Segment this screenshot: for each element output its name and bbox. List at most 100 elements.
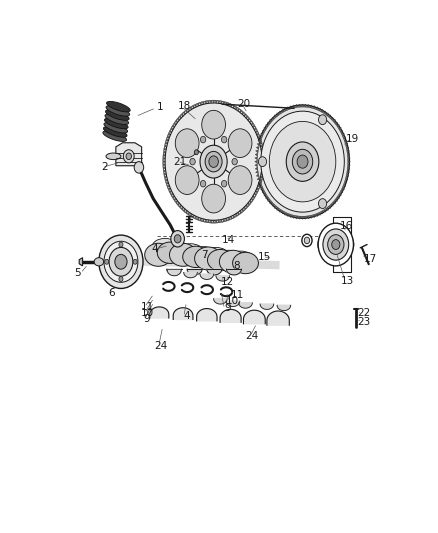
Text: 10: 10 xyxy=(226,296,239,306)
Polygon shape xyxy=(262,160,265,163)
Polygon shape xyxy=(173,308,193,319)
Circle shape xyxy=(202,184,226,213)
Polygon shape xyxy=(304,216,307,220)
Polygon shape xyxy=(169,191,172,194)
Polygon shape xyxy=(262,131,265,134)
Polygon shape xyxy=(253,124,256,127)
Polygon shape xyxy=(164,176,167,179)
Polygon shape xyxy=(255,150,258,153)
Polygon shape xyxy=(312,214,315,217)
Ellipse shape xyxy=(183,246,208,268)
Text: 9: 9 xyxy=(144,314,150,324)
Polygon shape xyxy=(336,125,339,128)
Polygon shape xyxy=(218,220,220,223)
Polygon shape xyxy=(344,140,347,143)
Ellipse shape xyxy=(203,247,229,264)
Polygon shape xyxy=(249,119,252,123)
Polygon shape xyxy=(335,198,337,201)
Circle shape xyxy=(318,223,353,266)
Polygon shape xyxy=(346,170,350,174)
Circle shape xyxy=(134,161,144,173)
Text: 15: 15 xyxy=(258,252,271,262)
Text: 21: 21 xyxy=(173,157,186,167)
Polygon shape xyxy=(264,127,267,131)
Polygon shape xyxy=(226,269,241,275)
Polygon shape xyxy=(189,214,192,217)
Ellipse shape xyxy=(106,110,129,120)
Polygon shape xyxy=(179,115,181,118)
Polygon shape xyxy=(323,111,325,115)
Circle shape xyxy=(232,158,237,165)
Polygon shape xyxy=(325,207,328,211)
Polygon shape xyxy=(187,212,190,216)
Polygon shape xyxy=(248,203,251,206)
Polygon shape xyxy=(244,113,247,116)
Polygon shape xyxy=(261,173,264,176)
Circle shape xyxy=(126,153,131,159)
Polygon shape xyxy=(199,102,202,106)
Circle shape xyxy=(202,110,226,139)
Polygon shape xyxy=(338,127,341,131)
Circle shape xyxy=(222,136,227,143)
Polygon shape xyxy=(272,203,275,206)
Polygon shape xyxy=(330,117,333,120)
Ellipse shape xyxy=(106,106,130,116)
Polygon shape xyxy=(346,147,349,150)
Polygon shape xyxy=(290,214,293,217)
Polygon shape xyxy=(116,143,141,166)
Polygon shape xyxy=(258,180,261,183)
Polygon shape xyxy=(207,269,222,275)
Text: 9: 9 xyxy=(224,303,230,313)
Polygon shape xyxy=(183,209,185,212)
Polygon shape xyxy=(238,212,240,216)
Polygon shape xyxy=(296,215,298,219)
Polygon shape xyxy=(194,103,197,107)
Polygon shape xyxy=(215,220,218,223)
Circle shape xyxy=(175,166,199,195)
Ellipse shape xyxy=(106,101,130,112)
Ellipse shape xyxy=(157,242,183,263)
Polygon shape xyxy=(341,134,345,137)
Polygon shape xyxy=(163,169,166,173)
Polygon shape xyxy=(254,127,257,130)
Polygon shape xyxy=(253,196,256,199)
Text: 5: 5 xyxy=(74,268,81,278)
Polygon shape xyxy=(262,189,265,192)
Ellipse shape xyxy=(233,252,258,273)
Text: 23: 23 xyxy=(358,317,371,327)
Polygon shape xyxy=(264,192,267,196)
Polygon shape xyxy=(231,216,233,220)
Polygon shape xyxy=(336,195,339,198)
Polygon shape xyxy=(238,108,240,111)
Polygon shape xyxy=(166,185,170,188)
Polygon shape xyxy=(163,150,166,154)
Polygon shape xyxy=(277,305,291,311)
Polygon shape xyxy=(79,257,83,266)
Polygon shape xyxy=(172,124,175,127)
Polygon shape xyxy=(255,157,258,160)
Polygon shape xyxy=(261,187,264,190)
Polygon shape xyxy=(185,211,187,214)
Polygon shape xyxy=(226,102,228,106)
Polygon shape xyxy=(312,106,315,109)
Polygon shape xyxy=(346,174,349,177)
Polygon shape xyxy=(330,203,333,206)
Circle shape xyxy=(318,115,327,125)
Polygon shape xyxy=(255,191,258,194)
Polygon shape xyxy=(262,163,265,166)
Ellipse shape xyxy=(178,244,203,260)
Circle shape xyxy=(256,105,350,219)
Polygon shape xyxy=(168,132,171,135)
Polygon shape xyxy=(321,109,323,113)
Circle shape xyxy=(323,229,349,260)
Polygon shape xyxy=(298,216,301,220)
Polygon shape xyxy=(249,200,252,204)
Polygon shape xyxy=(255,170,258,174)
Circle shape xyxy=(119,277,123,281)
Text: 24: 24 xyxy=(154,341,167,351)
Polygon shape xyxy=(194,216,197,220)
Circle shape xyxy=(171,231,184,247)
Polygon shape xyxy=(347,153,350,157)
Polygon shape xyxy=(167,269,182,275)
Polygon shape xyxy=(202,101,205,104)
